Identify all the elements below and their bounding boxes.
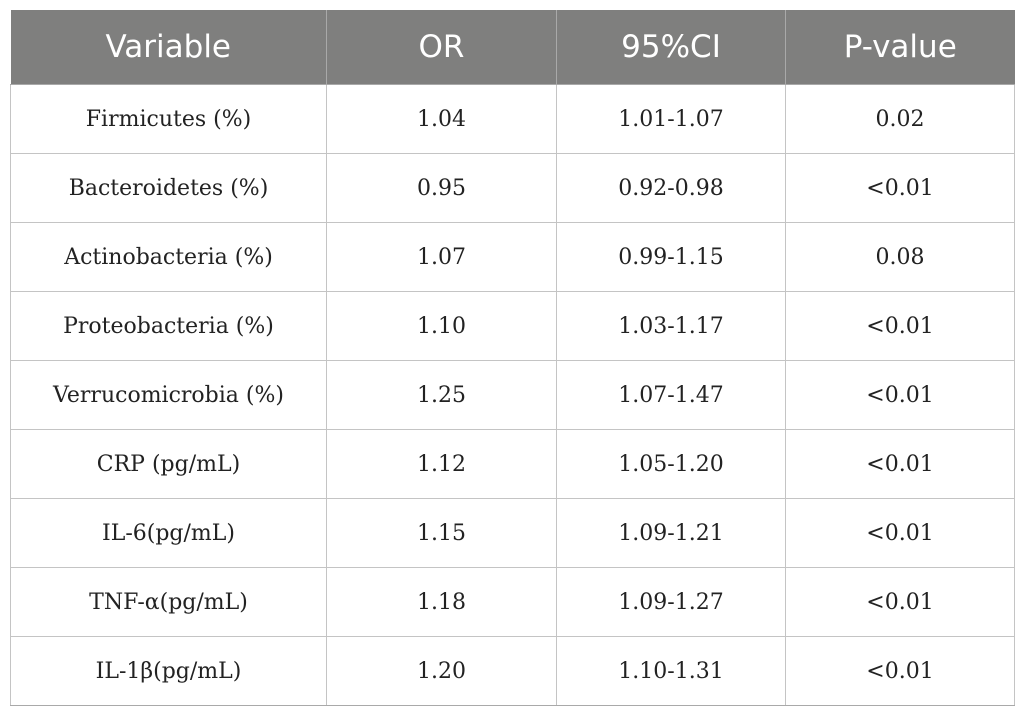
cell-or: 1.04 (326, 84, 557, 154)
table-row: IL-6(pg/mL) 1.15 1.09-1.21 <0.01 (10, 498, 1015, 568)
cell-or: 1.18 (326, 567, 557, 637)
cell-or: 0.95 (326, 153, 557, 223)
cell-or: 1.25 (326, 360, 557, 430)
cell-ci: 1.07-1.47 (556, 360, 786, 430)
header-or: OR (326, 10, 557, 85)
cell-or: 1.15 (326, 498, 557, 568)
cell-p-value: <0.01 (785, 429, 1015, 499)
cell-ci: 1.05-1.20 (556, 429, 786, 499)
cell-variable: TNF-α(pg/mL) (10, 567, 327, 637)
cell-p-value: <0.01 (785, 636, 1015, 706)
cell-ci: 1.01-1.07 (556, 84, 786, 154)
cell-p-value: <0.01 (785, 291, 1015, 361)
cell-p-value: 0.02 (785, 84, 1015, 154)
cell-variable: Actinobacteria (%) (10, 222, 327, 292)
cell-p-value: <0.01 (785, 153, 1015, 223)
cell-ci: 0.99-1.15 (556, 222, 786, 292)
cell-variable: Firmicutes (%) (10, 84, 327, 154)
header-p-value: P-value (785, 10, 1015, 85)
cell-or: 1.12 (326, 429, 557, 499)
cell-p-value: <0.01 (785, 498, 1015, 568)
table-body: Firmicutes (%) 1.04 1.01-1.07 0.02 Bacte… (10, 84, 1015, 706)
table-row: IL-1β(pg/mL) 1.20 1.10-1.31 <0.01 (10, 636, 1015, 706)
cell-or: 1.07 (326, 222, 557, 292)
cell-p-value: 0.08 (785, 222, 1015, 292)
cell-ci: 1.03-1.17 (556, 291, 786, 361)
table-row: Firmicutes (%) 1.04 1.01-1.07 0.02 (10, 84, 1015, 154)
table-row: Bacteroidetes (%) 0.95 0.92-0.98 <0.01 (10, 153, 1015, 223)
header-variable: Variable (10, 10, 327, 85)
cell-ci: 1.10-1.31 (556, 636, 786, 706)
header-row: Variable OR 95%CI P-value (10, 10, 1015, 85)
cell-variable: Proteobacteria (%) (10, 291, 327, 361)
odds-ratio-table: Variable OR 95%CI P-value Firmicutes (%)… (10, 10, 1015, 706)
cell-ci: 1.09-1.27 (556, 567, 786, 637)
cell-variable: Bacteroidetes (%) (10, 153, 327, 223)
cell-variable: IL-1β(pg/mL) (10, 636, 327, 706)
cell-ci: 1.09-1.21 (556, 498, 786, 568)
results-table-container: Variable OR 95%CI P-value Firmicutes (%)… (10, 10, 1015, 706)
header-ci: 95%CI (556, 10, 786, 85)
cell-p-value: <0.01 (785, 567, 1015, 637)
cell-variable: IL-6(pg/mL) (10, 498, 327, 568)
table-row: Verrucomicrobia (%) 1.25 1.07-1.47 <0.01 (10, 360, 1015, 430)
table-row: Proteobacteria (%) 1.10 1.03-1.17 <0.01 (10, 291, 1015, 361)
cell-variable: CRP (pg/mL) (10, 429, 327, 499)
table-row: Actinobacteria (%) 1.07 0.99-1.15 0.08 (10, 222, 1015, 292)
cell-variable: Verrucomicrobia (%) (10, 360, 327, 430)
table-header: Variable OR 95%CI P-value (10, 10, 1015, 85)
cell-or: 1.20 (326, 636, 557, 706)
cell-or: 1.10 (326, 291, 557, 361)
cell-ci: 0.92-0.98 (556, 153, 786, 223)
table-row: TNF-α(pg/mL) 1.18 1.09-1.27 <0.01 (10, 567, 1015, 637)
cell-p-value: <0.01 (785, 360, 1015, 430)
table-row: CRP (pg/mL) 1.12 1.05-1.20 <0.01 (10, 429, 1015, 499)
